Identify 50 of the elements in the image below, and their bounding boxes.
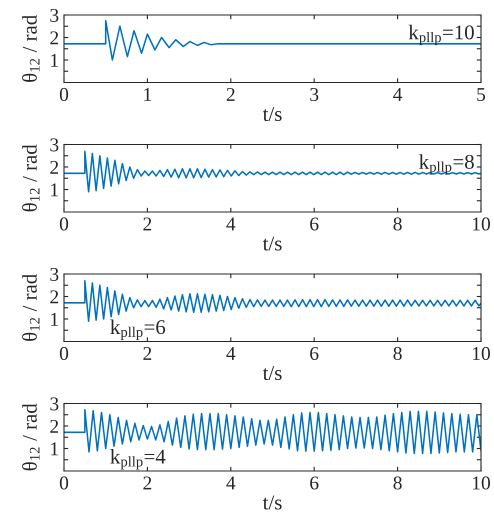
y-tick-label: 2 xyxy=(50,31,58,44)
x-axis-title: t/s xyxy=(262,236,282,251)
x-tick-label: 2 xyxy=(143,217,152,230)
x-axis-title: t/s xyxy=(262,107,282,122)
x-tick-label: 4 xyxy=(226,347,236,360)
annotation: k$_{pllp}$=10 xyxy=(408,24,474,46)
x-tick-label: 0 xyxy=(60,88,68,102)
x-tick-label: 3 xyxy=(310,88,318,102)
x-tick-label: 0 xyxy=(60,476,68,490)
x-tick-label: 10 xyxy=(472,476,490,490)
x-tick-label: 6 xyxy=(310,346,318,360)
x-tick-label: 0 xyxy=(60,346,68,360)
x-axis-title: t/s xyxy=(262,366,282,380)
y-tick-label: 3 xyxy=(50,397,58,410)
line-series xyxy=(64,150,481,193)
y-tick-label: 1 xyxy=(51,183,58,196)
x-axis-title: t/s xyxy=(262,496,282,510)
y-axis-title: θ$_{12}$ / rad xyxy=(22,404,40,470)
x-tick-label: 4 xyxy=(393,88,402,101)
y-tick-label: 3 xyxy=(50,138,58,152)
y-tick-label: 2 xyxy=(50,160,58,174)
x-tick-label: 4 xyxy=(226,476,236,490)
y-tick-label: 1 xyxy=(51,442,58,456)
y-tick-label: 3 xyxy=(50,8,58,22)
annotation: k$_{pllp}$=8 xyxy=(419,154,474,175)
x-tick-label: 10 xyxy=(472,346,490,360)
x-tick-label: 1 xyxy=(144,88,152,101)
x-tick-label: 8 xyxy=(393,476,402,490)
y-tick-label: 2 xyxy=(50,290,58,304)
line-series xyxy=(64,20,481,61)
y-tick-label: 3 xyxy=(50,268,58,281)
x-tick-label: 5 xyxy=(477,88,486,102)
x-tick-label: 6 xyxy=(310,476,318,490)
y-tick-label: 2 xyxy=(50,420,58,433)
y-axis-title: θ$_{12}$ / rad xyxy=(22,144,40,212)
x-tick-label: 8 xyxy=(393,346,402,360)
y-axis-title: θ$_{12}$ / rad xyxy=(22,15,40,82)
x-tick-label: 4 xyxy=(226,218,236,230)
annotation: k$_{pllp}$=4 xyxy=(110,449,166,470)
y-tick-label: 1 xyxy=(51,54,58,67)
x-tick-label: 10 xyxy=(472,217,490,231)
annotation: k$_{pllp}$=6 xyxy=(110,320,166,340)
y-axis-title: θ$_{12}$ / rad xyxy=(22,274,40,341)
x-tick-label: 6 xyxy=(310,217,318,231)
y-tick-label: 1 xyxy=(51,312,58,326)
x-tick-label: 2 xyxy=(143,346,152,360)
x-tick-label: 2 xyxy=(226,88,235,101)
x-tick-label: 2 xyxy=(143,476,152,490)
x-tick-label: 0 xyxy=(60,217,68,231)
x-tick-label: 8 xyxy=(393,217,402,231)
